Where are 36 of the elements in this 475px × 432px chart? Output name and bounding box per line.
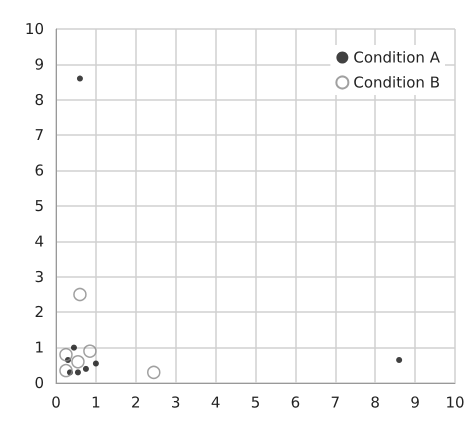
point (147, 366, 161, 380)
y-tick-label: 4 (34, 232, 44, 250)
y-tick-label: 3 (34, 268, 44, 286)
x-tick-label: 0 (51, 394, 61, 412)
y-tick-label: 7 (34, 126, 44, 144)
x-tick-label: 2 (131, 394, 141, 412)
y-tick-label: 0 (34, 374, 44, 392)
point (71, 355, 85, 369)
point (59, 348, 73, 362)
point (76, 76, 83, 82)
point (396, 356, 402, 363)
y-tick-label: 2 (34, 303, 44, 322)
y-tick-label: 5 (34, 197, 44, 215)
x-tick-label: 7 (330, 394, 340, 412)
y-tick-label: 10 (24, 20, 44, 38)
point (82, 366, 89, 372)
point (83, 344, 97, 358)
point (59, 364, 73, 378)
y-tick-label: 8 (34, 90, 44, 109)
x-tick-label: 10 (445, 394, 465, 412)
y-tick-label: 6 (34, 162, 44, 180)
x-tick-label: 1 (91, 394, 101, 412)
x-tick-label: 9 (410, 394, 420, 412)
x-tick-label: 4 (210, 394, 220, 412)
y-tick-label: 1 (34, 338, 44, 357)
point (74, 369, 81, 376)
x-tick-label: 5 (250, 394, 260, 412)
legend-label: Condition B (353, 74, 440, 92)
legend-label: Condition A (353, 48, 441, 66)
point (73, 288, 87, 302)
y-tick-label: 9 (34, 55, 44, 74)
x-tick-label: 8 (370, 394, 380, 412)
point (92, 360, 99, 367)
point (70, 344, 77, 351)
x-tick-label: 3 (170, 394, 180, 412)
x-tick-label: 6 (290, 394, 300, 412)
